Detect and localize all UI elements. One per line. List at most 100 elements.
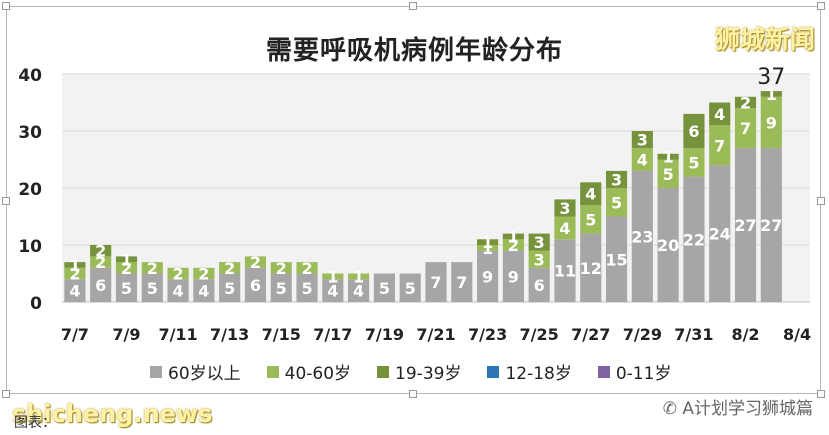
x-tick-label: 7/27 [571, 325, 610, 344]
resize-handle[interactable] [817, 2, 825, 10]
bar-segment [64, 267, 86, 280]
data-label: 2 [95, 242, 106, 261]
data-label: 9 [766, 113, 777, 132]
bar-segment [502, 250, 524, 302]
legend-label: 12-18岁 [505, 364, 572, 384]
legend-item: 40-60岁 [266, 359, 352, 384]
data-label: 9 [482, 267, 493, 286]
bar-segment [605, 216, 628, 302]
bar-segment [709, 102, 731, 126]
wechat-account-label: ✆ A计划学习狮城篇 [663, 394, 813, 419]
bar-segment [657, 159, 679, 188]
bar-segment [760, 91, 782, 97]
x-tick-label: 7/29 [623, 325, 662, 344]
resize-handle[interactable] [817, 390, 825, 398]
data-label: 1 [121, 250, 132, 269]
resize-handle[interactable] [409, 2, 417, 10]
bar-segment [734, 96, 757, 109]
bar-segment [115, 256, 138, 263]
bar-segment [373, 273, 395, 302]
data-label: 5 [585, 210, 596, 229]
bar-segment [477, 239, 499, 245]
x-tick-label: 7/19 [365, 325, 404, 344]
data-label: 1 [327, 267, 338, 286]
data-label: 3 [611, 170, 622, 189]
data-label: 1 [69, 256, 80, 275]
bar-segment [528, 233, 550, 251]
data-label: 4 [69, 282, 80, 301]
bar-segment [322, 273, 344, 280]
bar-segment [580, 233, 602, 302]
data-label: 5 [276, 279, 287, 298]
bar-segment [90, 245, 112, 257]
bar-segment [528, 267, 550, 302]
x-tick-label: 7/11 [158, 325, 197, 344]
bar-segment [451, 262, 473, 302]
x-tick-label: 7/9 [112, 325, 140, 344]
data-label: 2 [740, 94, 751, 113]
bar-segment [709, 125, 731, 166]
resize-handle[interactable] [817, 197, 825, 205]
bar-segment [270, 262, 292, 274]
bar-segment [631, 170, 653, 302]
bar-segment [193, 267, 215, 280]
data-label: 3 [559, 199, 570, 218]
data-label: 5 [688, 153, 699, 172]
bar-segment [322, 279, 344, 302]
bar-segment [683, 176, 705, 302]
x-tick-label: 7/31 [674, 325, 713, 344]
data-label: 4 [198, 282, 209, 301]
x-tick-label: 7/25 [520, 325, 559, 344]
bar-segment [683, 148, 705, 177]
bar-segment [631, 148, 653, 171]
x-tick-label: 7/17 [313, 325, 352, 344]
y-tick-label: 20 [18, 180, 42, 200]
resize-handle[interactable] [409, 390, 417, 398]
data-label: 1 [482, 239, 493, 258]
bar-segment [657, 153, 679, 160]
legend-swatch [150, 365, 162, 378]
data-label: 27 [734, 216, 756, 235]
data-label: 7 [740, 119, 751, 138]
data-label: 11 [554, 262, 576, 281]
watermark-logo-top: 狮城新闻 [714, 25, 815, 54]
legend-label: 19-39岁 [395, 364, 462, 384]
bar-segment [631, 131, 653, 149]
y-tick-label: 0 [30, 294, 42, 314]
legend-label: 60岁以上 [168, 364, 241, 384]
data-label: 2 [147, 259, 158, 278]
bar-segment [141, 273, 163, 302]
legend-label: 0-11岁 [615, 364, 672, 384]
data-label: 5 [405, 279, 416, 298]
data-label: 1 [482, 233, 493, 252]
bar-segment [605, 170, 628, 188]
data-label: 2 [301, 259, 312, 278]
bar-segment [296, 262, 318, 274]
data-label: 5 [611, 193, 622, 212]
bar-segment [399, 273, 421, 302]
legend-item: 60岁以上 [150, 359, 241, 384]
bar-segment [734, 148, 757, 302]
data-label: 7 [430, 273, 441, 292]
data-label: 4 [559, 219, 570, 238]
data-label: 5 [301, 279, 312, 298]
data-label: 23 [631, 227, 653, 246]
bar-segment [64, 279, 86, 302]
resize-handle[interactable] [2, 197, 10, 205]
resize-handle[interactable] [2, 390, 10, 398]
bar-segment [270, 273, 292, 302]
data-label: 7 [456, 273, 467, 292]
data-label: 12 [580, 259, 602, 278]
data-label: 4 [585, 185, 596, 204]
x-tick-label: 7/23 [468, 325, 507, 344]
bar-segment [683, 113, 705, 149]
data-label: 1 [508, 227, 519, 246]
resize-handle[interactable] [2, 2, 10, 10]
data-label: 4 [353, 282, 364, 301]
legend-label: 40-60岁 [284, 364, 352, 384]
x-tick-label: 7/21 [416, 325, 455, 344]
chart-title: 需要呼吸机病例年龄分布 [265, 36, 563, 66]
bar-segment [348, 279, 370, 302]
data-label: 4 [172, 282, 183, 301]
bar-segment [657, 188, 679, 302]
